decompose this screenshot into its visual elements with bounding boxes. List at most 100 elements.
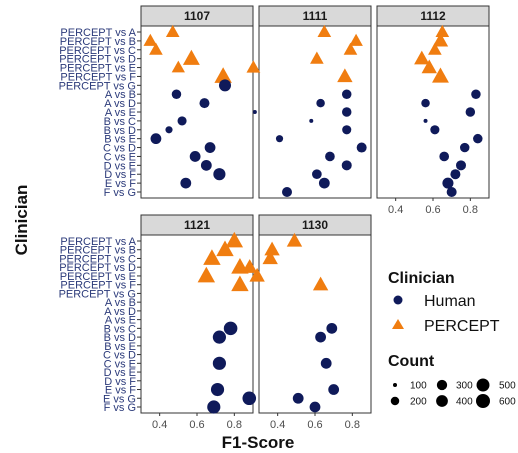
legend-size-label-200: 200 [410, 397, 427, 408]
y-tick-label-bottom-3: PERCEPT vs D [59, 262, 136, 274]
panel-1107: 1107 [140, 5, 257, 199]
point-1121-2 [203, 249, 221, 265]
point-1111-16 [318, 177, 330, 189]
point-1111-14 [341, 160, 352, 171]
x-tick-label-1130-0.4: 0.4 [270, 419, 285, 431]
y-tick-label-top-14: C vs E [104, 151, 136, 163]
point-1112-10 [430, 125, 440, 135]
legend-size-title: Count [388, 353, 435, 370]
point-1112-13 [439, 151, 450, 162]
legend-human-symbol [393, 295, 403, 305]
strip-label-1130: 1130 [302, 218, 328, 232]
plot-area-1121 [140, 234, 254, 414]
legend-size-dot-500 [476, 378, 490, 392]
point-1107-16 [213, 168, 226, 181]
point-1107-2 [149, 42, 163, 55]
y-tick-label-bottom-12: B vs E [104, 341, 136, 353]
y-tick-label-bottom-5: PERCEPT vs F [60, 280, 136, 292]
point-1107-13 [204, 142, 216, 153]
point-1107-11 [165, 126, 173, 134]
point-1130-9 [328, 384, 340, 395]
point-1111-9 [309, 118, 314, 123]
legend-size-dot-300 [436, 379, 448, 391]
y-tick-label-bottom-4: PERCEPT vs E [60, 271, 136, 283]
y-tick-label-bottom-13: C vs D [103, 350, 136, 362]
y-axis-title: Clinician [12, 185, 31, 256]
y-tick-label-bottom-9: A vs E [105, 315, 136, 327]
point-1107-12 [150, 133, 162, 145]
point-1111-1 [349, 33, 363, 46]
x-tick-label-1121-0.4: 0.4 [152, 419, 167, 431]
point-1121-7 [212, 330, 226, 344]
y-tick-label-top-8: A vs D [104, 98, 136, 110]
y-tick-label-bottom-1: PERCEPT vs B [60, 245, 136, 257]
y-tick-label-top-3: PERCEPT vs D [59, 54, 136, 66]
panel-1121: 1121 0.4 0.6 0.8 [140, 214, 257, 431]
legend-size-label-100: 100 [410, 381, 427, 392]
y-tick-label-top-4: PERCEPT vs E [60, 63, 136, 75]
point-1130-6 [326, 322, 338, 334]
y-tick-label-bottom-0: PERCEPT vs A [60, 236, 136, 248]
point-1107-4 [171, 60, 185, 73]
point-1112-6 [471, 89, 481, 99]
point-1112-0 [435, 24, 450, 38]
point-1112-16 [442, 177, 454, 189]
point-1107-15 [200, 159, 212, 171]
point-1112-9 [423, 118, 428, 123]
point-1107-6 [219, 79, 231, 92]
point-1111-15 [312, 169, 322, 180]
point-1121-4 [197, 266, 216, 283]
point-1112-17 [446, 187, 457, 197]
legend-size-dot-600 [476, 394, 490, 408]
y-tick-label-top-0: PERCEPT vs A [60, 27, 136, 39]
point-1112-7 [421, 98, 430, 108]
y-tick-label-top-7: A vs B [105, 89, 136, 101]
y-tick-label-bottom-10: B vs C [104, 323, 136, 335]
y-tick-label-bottom-18: E vs G [103, 393, 136, 405]
point-1130-4 [249, 267, 265, 282]
point-1111-5 [337, 68, 353, 83]
panel-1111: 1111 [246, 5, 372, 199]
point-1112-14 [456, 160, 466, 171]
point-1111-11 [275, 135, 284, 143]
plot-area-1130 [258, 234, 372, 414]
legend-entry-human: Human [424, 293, 476, 310]
point-1111-13 [325, 151, 335, 162]
point-1130-10 [292, 392, 304, 404]
y-tick-label-top-18: F vs G [104, 187, 136, 199]
point-1130-11 [309, 401, 321, 413]
point-1130-1 [264, 241, 280, 256]
point-1112-12 [459, 142, 470, 153]
point-1121-8 [212, 356, 226, 370]
y-tick-label-top-5: PERCEPT vs F [60, 71, 136, 83]
point-1112-8 [465, 107, 476, 117]
legend-size-label-600: 600 [499, 397, 516, 408]
legend-size-label-500: 500 [499, 381, 516, 392]
legend-size-dot-100 [393, 383, 397, 387]
panel-1130: 1130 0.4 0.6 0.8 [241, 214, 372, 431]
legend-size-label-300: 300 [456, 381, 473, 392]
x-tick-label-1112-0.4: 0.4 [388, 204, 403, 216]
point-1107-17 [180, 177, 192, 189]
y-tick-label-bottom-19: F vs G [104, 402, 136, 414]
point-1121-11 [207, 400, 221, 414]
point-1107-3 [182, 49, 200, 65]
y-tick-label-bottom-7: A vs B [105, 297, 136, 309]
point-1112-5 [432, 67, 449, 83]
point-1112-4 [421, 59, 437, 74]
x-tick-label-1130-0.8: 0.8 [345, 419, 360, 431]
y-tick-label-top-11: B vs D [104, 125, 136, 137]
y-tick-label-top-16: D vs F [104, 169, 136, 181]
point-1111-17 [282, 187, 292, 197]
panel-1112: 1112 0.4 0.6 0.8 [376, 5, 490, 216]
point-1111-6 [341, 89, 352, 99]
strip-label-1107: 1107 [184, 9, 210, 23]
point-1121-1 [216, 240, 234, 257]
x-axis-title: F1-Score [222, 433, 295, 452]
y-tick-label-top-6: PERCEPT vs G [59, 80, 136, 92]
point-1111-8 [341, 107, 352, 117]
point-1130-0 [286, 232, 303, 247]
point-1130-7 [315, 331, 326, 343]
legend: Clinician Human PERCEPT Count 100 300 500 200 40… [388, 270, 516, 408]
